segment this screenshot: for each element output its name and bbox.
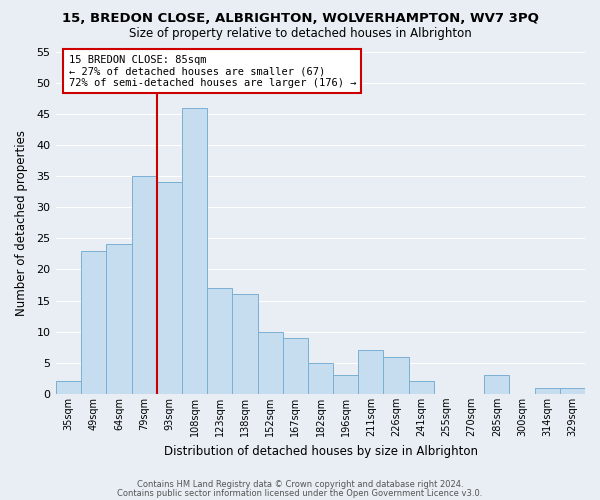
Bar (308, 363, 333, 394)
Bar (333, 375, 358, 394)
Bar (560, 388, 585, 394)
Bar (182, 108, 207, 394)
Bar (409, 382, 434, 394)
Y-axis label: Number of detached properties: Number of detached properties (15, 130, 28, 316)
Bar (106, 244, 131, 394)
Bar (131, 176, 157, 394)
Text: Contains HM Land Registry data © Crown copyright and database right 2024.: Contains HM Land Registry data © Crown c… (137, 480, 463, 489)
Bar (81, 250, 106, 394)
Bar (358, 350, 383, 394)
Bar (383, 356, 409, 394)
Text: Contains public sector information licensed under the Open Government Licence v3: Contains public sector information licen… (118, 488, 482, 498)
X-axis label: Distribution of detached houses by size in Albrighton: Distribution of detached houses by size … (164, 444, 478, 458)
Bar (484, 375, 509, 394)
Bar (56, 382, 81, 394)
Bar (257, 332, 283, 394)
Text: 15, BREDON CLOSE, ALBRIGHTON, WOLVERHAMPTON, WV7 3PQ: 15, BREDON CLOSE, ALBRIGHTON, WOLVERHAMP… (62, 12, 538, 26)
Bar (157, 182, 182, 394)
Bar (283, 338, 308, 394)
Bar (535, 388, 560, 394)
Bar (207, 288, 232, 394)
Text: 15 BREDON CLOSE: 85sqm
← 27% of detached houses are smaller (67)
72% of semi-det: 15 BREDON CLOSE: 85sqm ← 27% of detached… (68, 54, 356, 88)
Text: Size of property relative to detached houses in Albrighton: Size of property relative to detached ho… (128, 28, 472, 40)
Bar (232, 294, 257, 394)
